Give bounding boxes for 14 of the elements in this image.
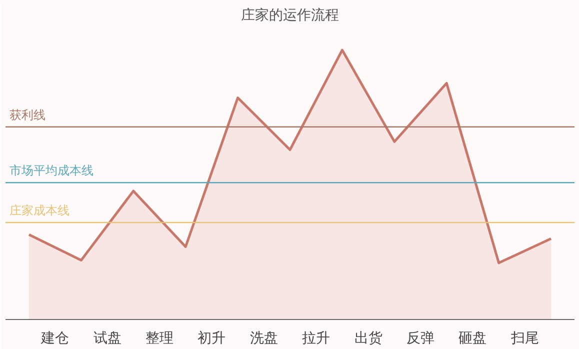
x-tick-label: 建仓 [40,330,70,346]
x-tick-label: 扫尾 [510,330,539,346]
x-tick-label: 整理 [145,330,174,346]
ref-line-label: 市场平均成本线 [10,164,94,178]
x-tick-label: 洗盘 [250,330,278,346]
chart-title: 庄家的运作流程 [241,8,339,24]
x-tick-label: 砸盘 [458,330,487,346]
ref-line-label: 获利线 [10,108,46,122]
x-tick-label: 出货 [354,330,382,346]
ref-line-label: 庄家成本线 [10,204,70,218]
x-tick-label: 初升 [198,330,226,346]
x-tick-label: 试盘 [93,330,122,346]
x-tick-label: 拉升 [302,330,330,346]
x-tick-label: 反弹 [406,330,435,346]
